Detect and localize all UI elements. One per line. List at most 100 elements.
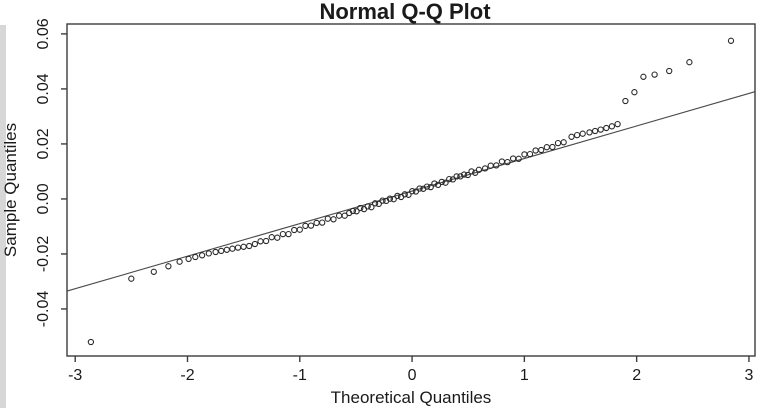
data-point xyxy=(176,258,183,265)
data-point xyxy=(568,133,575,140)
data-point xyxy=(268,234,275,241)
data-point xyxy=(251,240,259,248)
y-tick-label: -0.02 xyxy=(35,236,52,273)
chart-title: Normal Q-Q Plot xyxy=(319,0,491,24)
reference-line xyxy=(66,91,756,292)
data-point xyxy=(438,178,445,186)
data-point xyxy=(573,131,581,139)
data-point xyxy=(364,203,371,210)
data-point xyxy=(330,216,337,223)
data-point xyxy=(379,197,386,204)
data-point xyxy=(401,191,408,198)
data-point xyxy=(349,207,357,215)
data-point xyxy=(487,162,494,169)
y-tick-label: 0.02 xyxy=(35,128,52,159)
data-point xyxy=(386,195,394,202)
y-tick-label: -0.04 xyxy=(35,291,52,328)
data-point xyxy=(307,222,315,229)
y-tick-label: 0.00 xyxy=(35,183,52,214)
data-point xyxy=(128,275,135,282)
data-point xyxy=(368,204,375,211)
data-point xyxy=(324,215,331,222)
x-tick-label: -1 xyxy=(293,367,307,384)
y-tick-label: 0.04 xyxy=(35,73,52,104)
data-point xyxy=(335,212,343,219)
data-point xyxy=(597,126,604,133)
data-point xyxy=(453,173,460,180)
data-point xyxy=(240,243,247,250)
data-point xyxy=(586,129,593,136)
data-point xyxy=(341,212,348,219)
data-point xyxy=(296,226,303,233)
plot-layer: -3 -2 -1 0 1 2 3 0.06 0.04 0.02 0.00 -0.02 -0.04 xyxy=(35,18,756,384)
data-point xyxy=(165,263,172,270)
data-point xyxy=(640,73,647,80)
data-point xyxy=(279,230,287,238)
data-point xyxy=(549,143,556,151)
data-point xyxy=(198,252,206,259)
data-point xyxy=(390,196,397,203)
data-point xyxy=(468,168,475,175)
plot-box xyxy=(66,23,756,357)
data-point xyxy=(357,204,364,212)
data-point xyxy=(526,150,534,158)
data-point xyxy=(205,250,212,257)
data-point xyxy=(423,183,431,190)
data-point xyxy=(150,268,157,275)
page-edge-strip xyxy=(0,25,6,408)
x-tick-label: -3 xyxy=(68,367,82,384)
data-point xyxy=(218,247,225,255)
data-point xyxy=(554,139,562,147)
data-point xyxy=(427,183,434,191)
x-tick-label: 0 xyxy=(408,367,417,384)
data-point xyxy=(234,244,242,251)
data-point xyxy=(185,255,192,263)
data-point xyxy=(560,139,567,146)
data-point xyxy=(246,242,253,250)
data-point xyxy=(319,219,326,226)
data-point xyxy=(442,179,449,186)
data-point xyxy=(302,222,309,230)
data-point xyxy=(87,338,95,346)
data-point xyxy=(475,166,483,173)
data-point xyxy=(431,180,438,187)
data-point xyxy=(651,71,658,78)
data-point xyxy=(481,165,489,172)
x-tick-label: 2 xyxy=(632,367,641,384)
data-point xyxy=(727,37,735,44)
data-point xyxy=(285,230,292,238)
data-point xyxy=(313,219,320,227)
x-tick-label: -2 xyxy=(180,367,194,384)
data-point xyxy=(464,171,471,179)
data-point xyxy=(223,246,230,253)
data-point xyxy=(353,208,360,215)
data-point xyxy=(394,192,401,200)
data-point xyxy=(371,200,379,207)
data-point xyxy=(412,188,420,195)
data-point xyxy=(375,200,382,208)
data-point xyxy=(509,155,517,162)
data-point xyxy=(666,67,673,75)
x-tick-label: 3 xyxy=(744,367,753,384)
data-point xyxy=(498,158,506,165)
data-point xyxy=(608,123,616,130)
x-tick-label: 1 xyxy=(520,367,529,384)
data-point xyxy=(257,238,264,245)
data-point xyxy=(579,130,586,137)
data-point xyxy=(434,181,442,189)
data-point xyxy=(446,175,453,183)
data-point xyxy=(472,169,479,176)
data-point xyxy=(622,97,629,105)
data-point xyxy=(493,162,500,169)
data-point xyxy=(229,245,236,252)
data-point xyxy=(274,234,281,241)
data-point xyxy=(262,237,270,245)
data-point xyxy=(212,248,219,256)
y-axis-label: Sample Quantiles xyxy=(1,123,20,257)
data-point xyxy=(686,59,693,66)
data-point xyxy=(504,158,511,166)
data-point xyxy=(521,151,528,158)
data-point xyxy=(409,188,416,195)
data-point xyxy=(192,253,199,261)
